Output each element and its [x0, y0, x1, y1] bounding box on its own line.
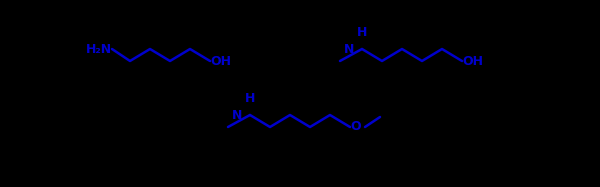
Text: N: N	[232, 108, 242, 122]
Text: H₂N: H₂N	[86, 42, 112, 56]
Text: O: O	[350, 120, 361, 134]
Text: OH: OH	[210, 54, 231, 68]
Text: N: N	[344, 42, 354, 56]
Text: OH: OH	[462, 54, 483, 68]
Text: H: H	[357, 26, 367, 39]
Text: H: H	[245, 92, 255, 105]
